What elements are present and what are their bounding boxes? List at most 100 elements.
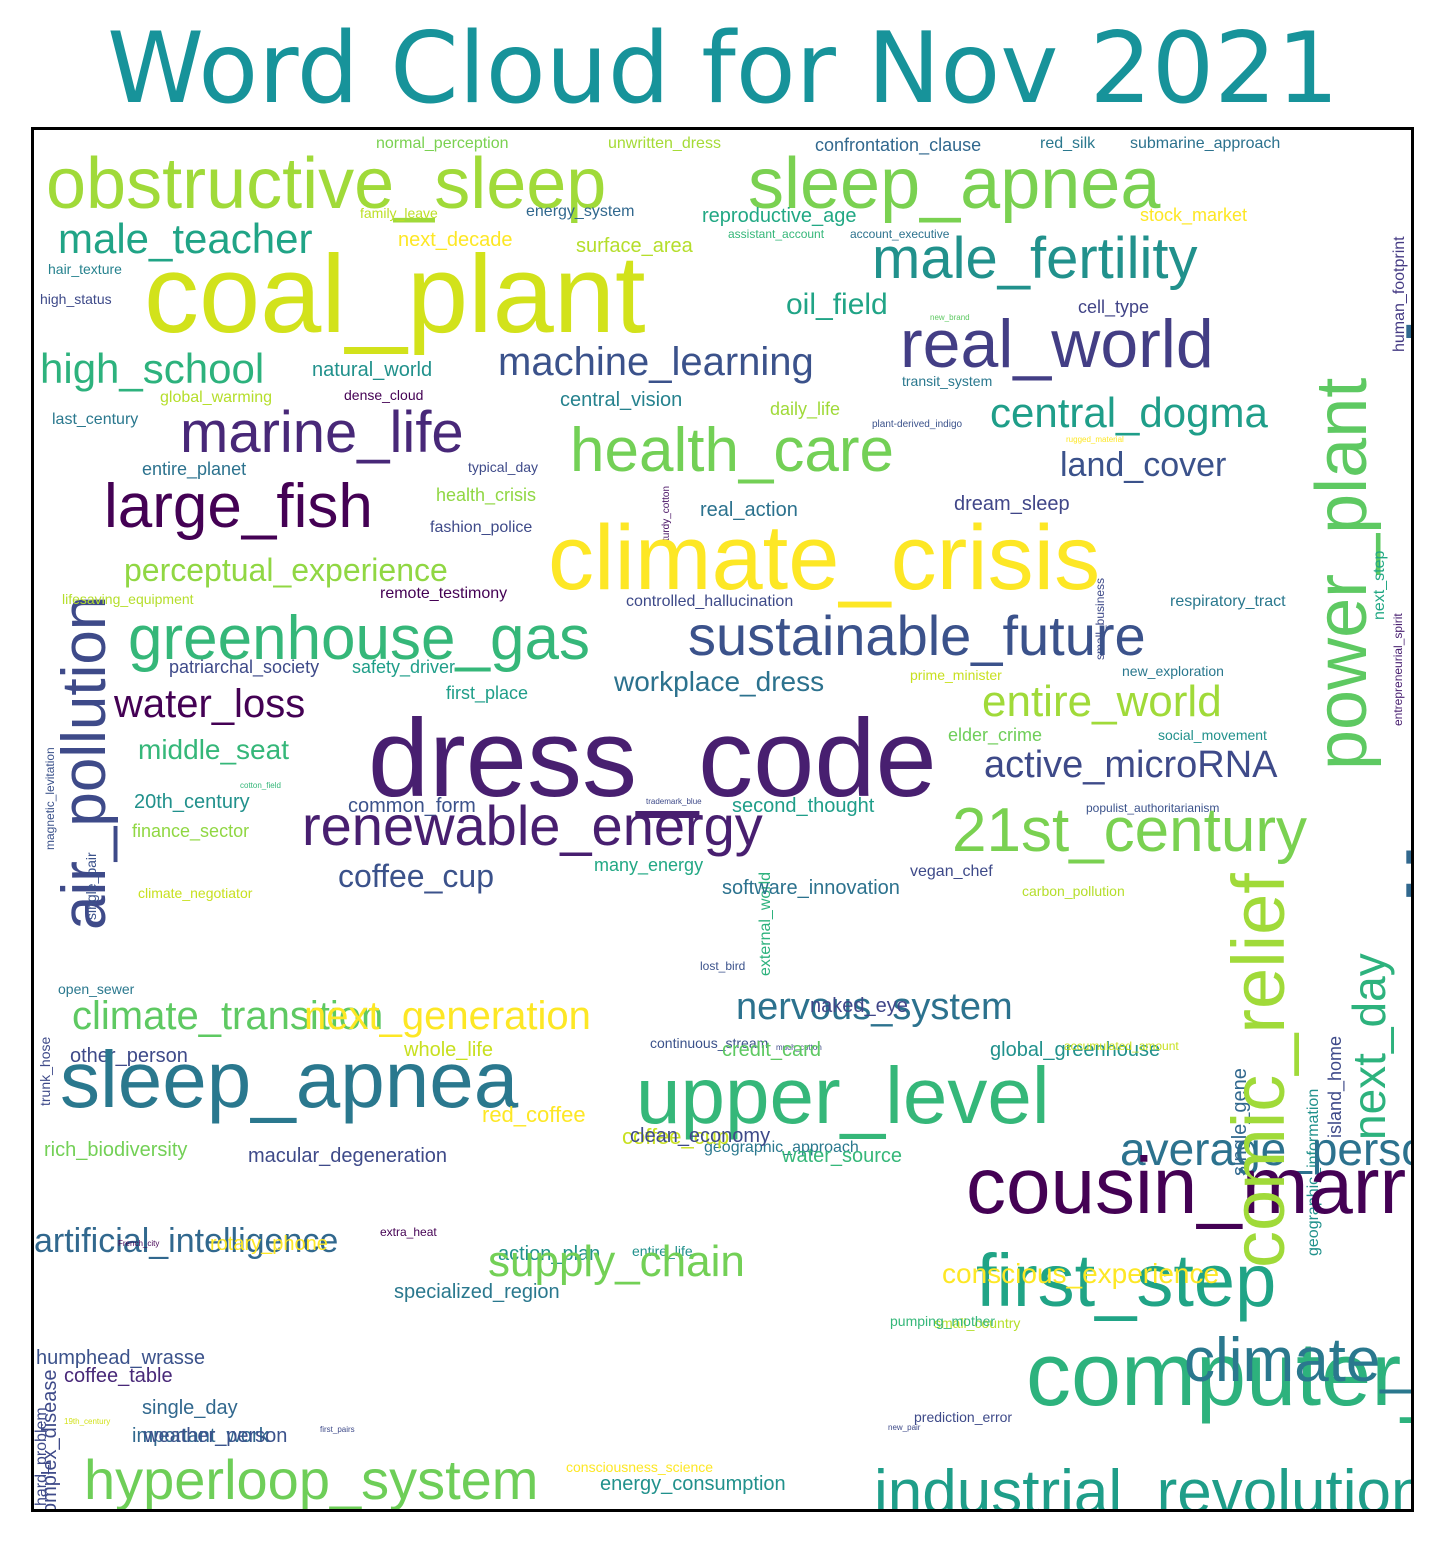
- word-open-sewer: open_sewer: [58, 981, 135, 997]
- word-next-day: next_day: [1343, 953, 1395, 1140]
- word-lost-bird: lost_bird: [700, 959, 746, 973]
- word-plant-derived-indigo: plant-derived_indigo: [872, 419, 963, 430]
- word-whole-life: whole_life: [404, 1039, 493, 1061]
- word-software-innovation: software_innovation: [722, 877, 900, 899]
- word-last-century: last_century: [52, 411, 139, 428]
- word-climate-negotiator: climate_negotiator: [138, 885, 253, 901]
- word-machine-learning: machine_learning: [498, 340, 814, 384]
- word-confrontation-clause: confrontation_clause: [815, 135, 982, 155]
- word-natural-world: natural_world: [312, 359, 433, 381]
- word-submarine-approach: submarine_approach: [1130, 135, 1281, 152]
- word-populist-authoritarianism: populist_authoritarianism: [1086, 801, 1220, 815]
- word-male-fertility: male_fertility: [872, 226, 1198, 291]
- word-cloud: normal_perception unwritten_dress confront…: [31, 127, 1414, 1512]
- word-assistant-account: assistant_account: [728, 227, 825, 241]
- word-climate-change: climate_change: [1379, 127, 1414, 982]
- word-transit-system: transit_system: [902, 373, 993, 389]
- word-active-microrna: active_microRNA: [984, 744, 1278, 786]
- word-coffee-cup: coffee_cup: [622, 1124, 730, 1149]
- word-workplace-dress: workplace_dress: [614, 666, 825, 697]
- word-prime-minister: prime_minister: [910, 667, 1002, 683]
- word-red-coffee: red_coffee: [482, 1102, 586, 1127]
- word-new-exploration: new_exploration: [1122, 663, 1224, 679]
- word-next-decade: next_decade: [398, 229, 513, 251]
- word-real-action: real_action: [700, 499, 798, 521]
- word-computer-vision: computer_vision: [1026, 1325, 1411, 1425]
- word-red-silk: red_silk: [1040, 135, 1096, 152]
- word-supply-chain: supply_chain: [488, 1237, 745, 1286]
- word-finance-sector: finance_sector: [132, 821, 250, 841]
- word-oil-field: oil_field: [786, 288, 888, 321]
- word-patriarchal-society: patriarchal_society: [169, 657, 320, 677]
- word-second-thought: second_thought: [732, 795, 875, 817]
- word-greenhouse-gas: greenhouse_gas: [128, 604, 590, 673]
- word-high-school: high_school: [40, 345, 265, 392]
- word-account-executive: account_executive: [850, 227, 950, 241]
- word-coffee-cup: coffee_cup: [338, 858, 494, 894]
- word-cell-type: cell_type: [1078, 297, 1150, 317]
- word-renewable-energy: renewable_energy: [302, 794, 763, 857]
- word-vegan-chef: vegan_chef: [910, 863, 993, 880]
- word-large-fish: large_fish: [104, 472, 373, 541]
- word-fashion-police: fashion_police: [430, 519, 533, 536]
- word-energy-system: energy_system: [526, 203, 635, 220]
- word-central-vision: central_vision: [560, 389, 683, 411]
- word-common-form: common_form: [348, 795, 476, 817]
- word-hyperloop-system: hyperloop_system: [84, 1448, 539, 1511]
- word-male-teacher: male_teacher: [58, 215, 313, 262]
- word-extra-heat: extra_heat: [380, 1225, 437, 1239]
- word-credit-card: credit_card: [722, 1039, 821, 1061]
- word-global-greenhouse: global_greenhouse: [990, 1039, 1161, 1061]
- word-marine-life: marine_life: [180, 400, 464, 465]
- word-next-generation: next_generation: [304, 994, 591, 1038]
- word-normal-perception: normal_perception: [376, 135, 509, 152]
- word-health-care: health_care: [570, 416, 895, 485]
- word-cousin-marriage: cousin_marriage: [966, 1141, 1411, 1230]
- word-important-work: important_work: [132, 1425, 269, 1447]
- word-specialized-region: specialized_region: [394, 1281, 560, 1303]
- word-social-movement: social_movement: [1158, 727, 1267, 743]
- word-macular-degeneration: macular_degeneration: [248, 1145, 448, 1167]
- word-small-country: small_country: [934, 1315, 1021, 1331]
- word-unwritten-dress: unwritten_dress: [608, 135, 721, 152]
- word-industrial-revolution: industrial_revolution: [874, 1458, 1414, 1512]
- word-sustainable-future: sustainable_future: [688, 604, 1146, 667]
- word-entire-world: entire_world: [982, 677, 1222, 726]
- word-other-person: other_person: [70, 1045, 188, 1067]
- word-accumulated-amount: accumulated_amount: [1064, 1039, 1179, 1053]
- word-remote-testimony: remote_testimony: [380, 585, 508, 602]
- word-prediction-error: prediction_error: [914, 1409, 1013, 1425]
- word-surface-area: surface_area: [576, 235, 693, 257]
- word-first-step: first_step: [976, 1239, 1277, 1322]
- word-comic-relief: comic_relief: [1217, 873, 1300, 1268]
- word-water-source: water_source: [782, 1145, 903, 1167]
- word-french-city: French_city: [118, 1239, 160, 1248]
- word-carbon-pollution: carbon_pollution: [1022, 883, 1125, 899]
- word-dress-code: dress_code: [368, 697, 937, 820]
- word-real-world: real_world: [900, 306, 1214, 382]
- word-water-loss: water_loss: [114, 682, 306, 726]
- word-action-plan: action_plan: [498, 1243, 601, 1265]
- word-high-status: high_status: [40, 291, 112, 307]
- word-20th-century: 20th_century: [134, 791, 250, 813]
- word-19th-century: 19th_century: [64, 1417, 111, 1426]
- word-pumping-mother: pumping_mother: [890, 1313, 996, 1329]
- word-daily-life: daily_life: [770, 399, 841, 419]
- chart-title: Word Cloud for Nov 2021: [107, 12, 1339, 126]
- word-energy-consumption: energy_consumption: [600, 1473, 786, 1495]
- word-climate-transition: climate_transition: [72, 994, 384, 1038]
- word-power-plant: power_plant: [1302, 377, 1382, 770]
- word-sleep-apnea: sleep_apnea: [60, 1035, 519, 1124]
- word-obstructive-sleep: obstructive_sleep: [46, 144, 607, 224]
- word-climate-justice: climate_justice: [1184, 1326, 1414, 1395]
- word-magnetic-levitation: magnetic_levitation: [43, 747, 57, 850]
- word-single-pair: single_pair: [83, 852, 99, 920]
- word-complex-disease: complex_disease: [39, 1369, 61, 1512]
- word-respiratory-tract: respiratory_tract: [1170, 593, 1286, 610]
- word-entire-planet: entire_planet: [142, 459, 247, 479]
- word-nervous-system: nervous_system: [736, 986, 1013, 1028]
- word-naked-eye: naked_eye: [810, 995, 908, 1017]
- word-coal-plant: coal_plant: [144, 233, 646, 356]
- word-land-cover: land_cover: [1060, 446, 1227, 484]
- word-rich-biodiversity: rich_biodiversity: [44, 1139, 188, 1161]
